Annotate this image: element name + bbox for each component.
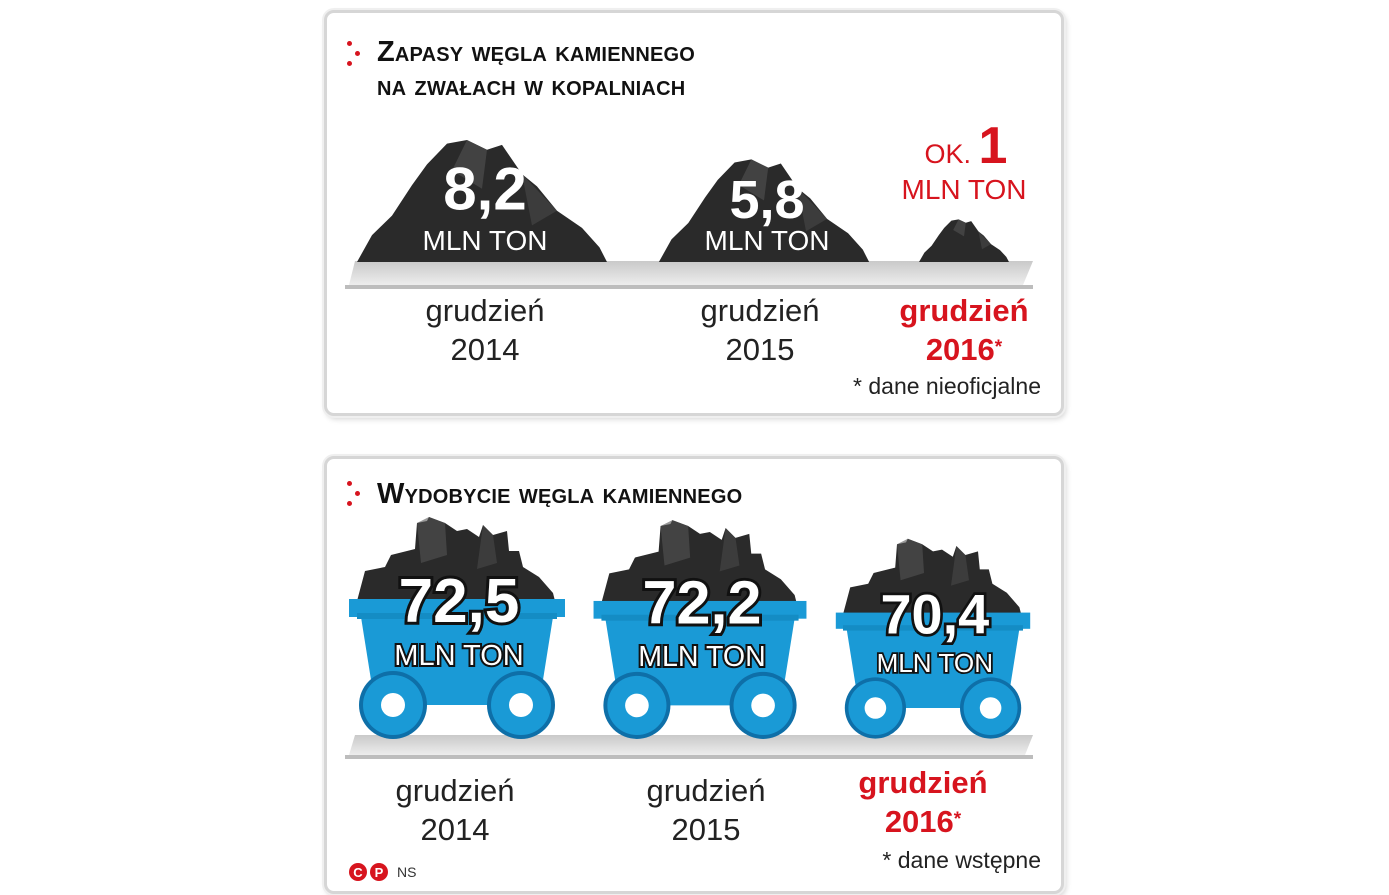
value-label: 8,2 [443, 156, 526, 223]
coal-highlight [951, 546, 969, 586]
coal-highlight [978, 231, 991, 250]
asterisk: * [994, 337, 1003, 358]
asterisk: * [953, 809, 962, 830]
category-year: 2015 [725, 332, 795, 367]
category-label-2: grudzień 2015 [650, 291, 870, 369]
coal-highlight [522, 174, 557, 226]
coal-heap-shape [357, 140, 607, 262]
unit-label: MLN TON [638, 641, 766, 673]
category-year: 2016* [925, 332, 1003, 367]
shelf [345, 735, 1033, 759]
production-panel: Wydobycie węgla kamiennego 72,5 MLN TON 72… [324, 456, 1064, 894]
unit-label: MLN TON [705, 225, 830, 256]
category-month: grudzień [425, 293, 545, 328]
cart-rim [835, 612, 1031, 629]
footnote: * dane wstępne [882, 847, 1041, 873]
mine-cart-2: 72,2 MLN TON [593, 520, 807, 739]
mine-cart-1: 72,5 MLN TON [349, 517, 565, 739]
wheel-hub [625, 693, 649, 718]
wheel-hub [751, 693, 775, 718]
coal-load [843, 538, 1022, 615]
category-month: grudzień [395, 773, 515, 808]
coal-load [601, 520, 797, 603]
unit-label: MLN TON [877, 648, 993, 678]
copyright-icon: C [349, 863, 367, 881]
cart-rim [349, 599, 565, 617]
coal-highlight [953, 219, 966, 237]
production-title: Wydobycie węgla kamiennego [377, 478, 743, 510]
category-label-1: grudzień 2014 [345, 771, 565, 849]
cart-rim [593, 600, 807, 619]
category-month: grudzień [899, 293, 1029, 328]
copyright-credit: C P NS [349, 863, 416, 881]
unit-label: MLN TON [902, 174, 1027, 205]
coal-highlight [477, 525, 497, 569]
coal-highlight [660, 520, 691, 566]
coal-highlight [897, 538, 924, 581]
value-label: 70,4 [880, 582, 989, 645]
bullet-icon [345, 41, 369, 67]
cart-rim-shadow [843, 625, 1023, 631]
bullet-icon [345, 481, 369, 507]
coal-highlight [452, 140, 487, 189]
coal-highlight [797, 188, 828, 232]
cart-rim-shadow [601, 614, 799, 621]
coal-highlight [417, 517, 447, 563]
coal-heap-shape [919, 219, 1009, 262]
category-label-3: grudzień 2016* [854, 291, 1074, 369]
category-month: grudzień [858, 765, 988, 800]
footnote: * dane nieoficjalne [853, 373, 1041, 399]
category-year: 2015 [671, 812, 741, 847]
category-label-2: grudzień 2015 [596, 771, 816, 849]
wheel-hub [864, 697, 887, 719]
cart-rim-shadow [357, 613, 557, 619]
coal-load [357, 517, 555, 601]
coal-highlight [738, 159, 769, 201]
value-label: 5,8 [729, 170, 804, 230]
shelf [345, 261, 1033, 289]
stockpile-title: Zapasy węgla kamiennego na zwałach w kop… [377, 36, 696, 102]
category-year: 2016* [884, 804, 962, 839]
prefix-label: OK. [925, 139, 979, 169]
value-label: 72,2 [643, 569, 762, 637]
author-initials: NS [397, 864, 417, 880]
coal-heap-shape [658, 159, 870, 262]
category-label-3: grudzień 2016* [813, 763, 1033, 841]
press-icon: P [370, 863, 388, 881]
unit-label: MLN TON [394, 640, 523, 672]
category-label-1: grudzień 2014 [375, 291, 595, 369]
value-label: 72,5 [399, 567, 520, 636]
category-month: grudzień [646, 773, 766, 808]
category-month: grudzień [700, 293, 820, 328]
wheel-hub [979, 697, 1002, 719]
unit-label: MLN TON [423, 225, 548, 256]
coal-highlight [719, 528, 740, 572]
value-number: 1 [979, 117, 1008, 175]
category-year: 2014 [450, 332, 520, 367]
value-label: OK. 1 [925, 117, 1008, 175]
category-year: 2014 [420, 812, 490, 847]
stockpile-panel: Zapasy węgla kamiennego na zwałach w kop… [324, 10, 1064, 416]
wheel-hub [509, 693, 533, 717]
wheel-hub [381, 693, 405, 717]
